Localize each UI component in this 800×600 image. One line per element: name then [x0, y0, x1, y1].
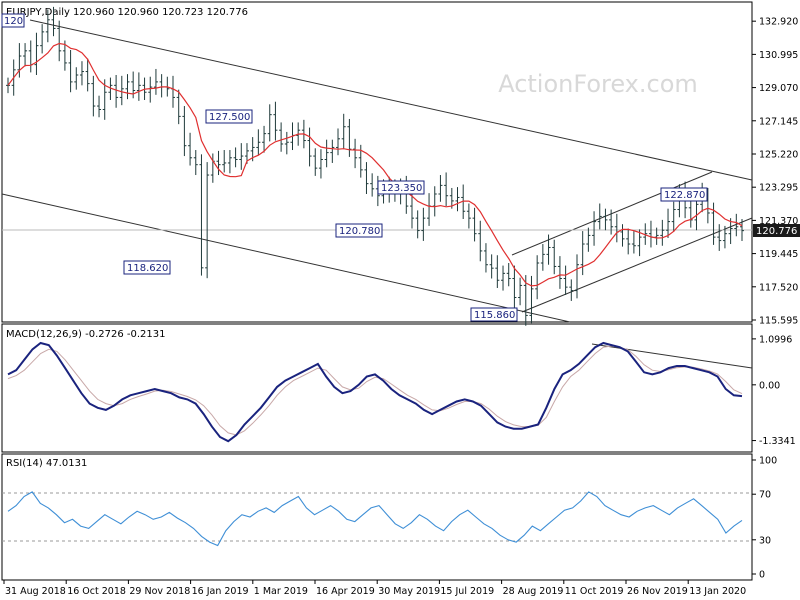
macd-trend-line [591, 343, 753, 369]
annotation-123-350: 123.350 [381, 183, 422, 194]
rsi-line [7, 491, 743, 547]
price-tick-label: 130.995 [759, 50, 798, 61]
x-tick-label: 28 Aug 2019 [503, 586, 564, 597]
annotation-127-500: 127.500 [209, 112, 250, 123]
x-axis: 31 Aug 2018 16 Oct 2018 29 Nov 2018 16 Jan … [3, 580, 746, 597]
upper-channel-line [29, 19, 753, 181]
x-tick-label: 16 Oct 2018 [67, 586, 126, 597]
annotation-115-860: 115.860 [474, 310, 515, 321]
annotation-122-870: 122.870 [664, 190, 705, 201]
chart-symbol: EURJPY,Daily [6, 7, 70, 18]
price-tick-label: 117.520 [759, 282, 798, 293]
x-tick-label: 30 May 2019 [378, 586, 440, 597]
rsi-tick-label: 100 [759, 456, 777, 467]
rising-channel-upper [511, 171, 713, 256]
price-tick-label: 121.370 [759, 216, 798, 227]
last-price-tag: 120.776 [756, 226, 797, 237]
x-tick-label: 1 Mar 2019 [254, 586, 308, 597]
x-tick-label: 15 Jul 2019 [440, 586, 494, 597]
annotation-118-620: 118.620 [127, 263, 168, 274]
price-tick-label: 115.595 [759, 316, 798, 327]
price-y-axis: 132.920 130.995 129.070 127.145 125.220 123.2… [752, 17, 798, 327]
price-tick-label: 123.295 [759, 183, 798, 194]
price-pane [1, 1, 753, 323]
x-tick-label: 16 Jan 2019 [192, 586, 249, 597]
macd-label: MACD(12,26,9) -0.2726 -0.2131 [6, 329, 166, 340]
rsi-tick-label: 0 [759, 570, 765, 581]
price-tick-label: 127.145 [759, 116, 798, 127]
x-tick-label: 26 Nov 2019 [627, 586, 688, 597]
x-tick-label: 13 Jan 2020 [689, 586, 746, 597]
last-price-tag-bg [753, 224, 800, 237]
chart-ohlc: 120.960 120.960 120.723 120.776 [73, 7, 248, 18]
macd-tick-label: -1.3341 [759, 436, 796, 447]
macd-tick-label: 1.0996 [759, 334, 792, 345]
rsi-label: RSI(14) 47.0131 [6, 458, 87, 469]
macd-y-axis: 1.0996 0.00 -1.3341 [752, 334, 796, 447]
price-annotations: 120 127.500 123.350 120.780 118.620 115.… [1, 13, 708, 322]
rsi-y-axis: 100 70 30 0 [752, 456, 777, 581]
annotation-120-780: 120.780 [339, 226, 380, 237]
x-tick-label: 29 Nov 2018 [129, 586, 190, 597]
x-tick-label: 16 Apr 2019 [316, 586, 375, 597]
rsi-tick-label: 70 [759, 490, 771, 501]
watermark: ActionForex.com [498, 70, 698, 98]
price-tick-label: 125.220 [759, 149, 798, 160]
price-tick-label: 129.070 [759, 83, 798, 94]
macd-pane [1, 323, 753, 453]
lower-channel-line [1, 193, 571, 323]
annotation-high-132: 120 [4, 16, 23, 27]
macd-line [7, 341, 743, 443]
price-tick-label: 132.920 [759, 17, 798, 28]
price-tick-label: 119.445 [759, 249, 798, 260]
x-tick-label: 31 Aug 2018 [5, 586, 66, 597]
x-tick-label: 11 Oct 2019 [565, 586, 624, 597]
macd-tick-label: 0.00 [759, 380, 780, 391]
moving-average-line [7, 42, 743, 287]
rsi-tick-label: 30 [759, 535, 771, 546]
